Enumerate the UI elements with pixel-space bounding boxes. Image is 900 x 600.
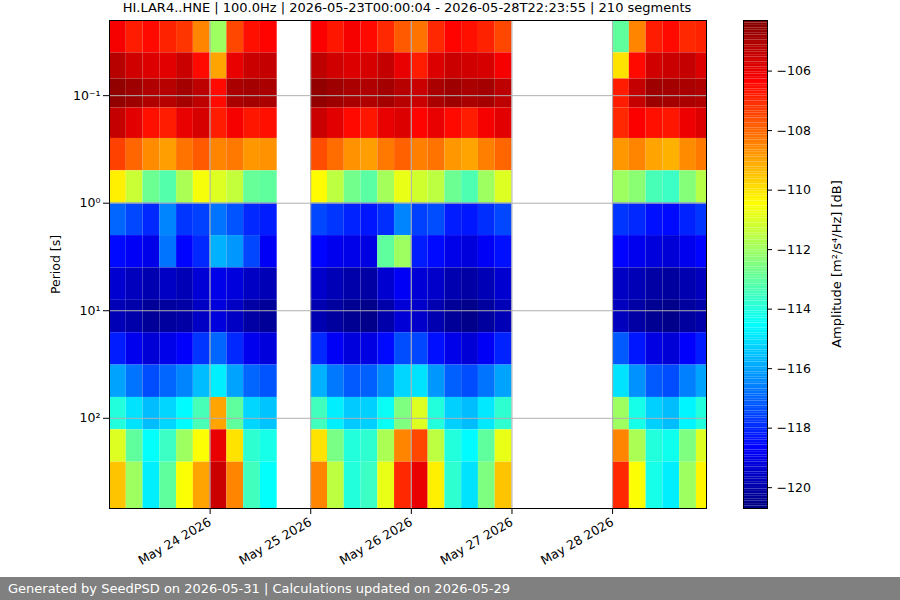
- svg-text:−106: −106: [777, 63, 811, 78]
- svg-text:10⁻¹: 10⁻¹: [73, 88, 101, 103]
- svg-text:May 27 2026: May 27 2026: [437, 514, 515, 568]
- svg-text:10⁰: 10⁰: [80, 195, 101, 210]
- html-text:HI.LAR4..HNE | 100.0Hz | 2026-: HI.LAR4..HNE | 100.0Hz | 2026-05-23T00:0…: [122, 0, 692, 15]
- html-text:Generated by SeedPSD on 2026-0: Generated by SeedPSD on 2026-05-31 | Cal…: [8, 581, 510, 596]
- svg-text:May 26 2026: May 26 2026: [337, 514, 415, 568]
- html-text:Amplitude [m²/s⁴/Hz] [dB]: Amplitude [m²/s⁴/Hz] [dB]: [828, 180, 844, 348]
- svg-text:Period [s]: Period [s]: [48, 235, 63, 294]
- svg-text:−110: −110: [777, 182, 811, 197]
- svg-text:10²: 10²: [80, 410, 101, 425]
- svg-text:May 24 2026: May 24 2026: [136, 514, 214, 568]
- svg-text:−120: −120: [777, 480, 811, 495]
- svg-text:May 25 2026: May 25 2026: [236, 514, 314, 568]
- svg-text:−118: −118: [777, 420, 811, 435]
- svg-text:−112: −112: [777, 242, 811, 257]
- svg-text:−114: −114: [777, 301, 811, 316]
- svg-text:−108: −108: [777, 123, 811, 138]
- svg-text:May 28 2026: May 28 2026: [538, 514, 616, 568]
- svg-text:10¹: 10¹: [80, 303, 101, 318]
- svg-text:−116: −116: [777, 361, 811, 376]
